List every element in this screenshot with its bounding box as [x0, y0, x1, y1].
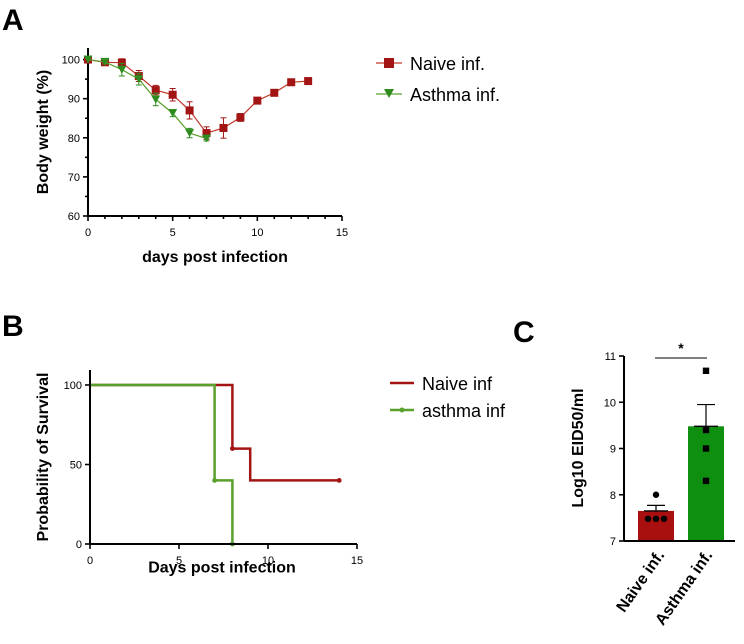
data-point-naive [168, 90, 177, 99]
panel-a-y-tick-label: 70 [68, 172, 80, 184]
panel-a-x-tick-label: 10 [251, 227, 263, 239]
data-point-naive [219, 124, 228, 132]
legend-asthma-inf-censor-marker [399, 407, 405, 413]
bar-point-naive [652, 491, 660, 498]
panel-b-series [90, 383, 342, 547]
panel-c-y-tick-label: 10 [604, 397, 616, 409]
bar-point-naive [644, 515, 652, 522]
data-point-naive [287, 78, 296, 87]
censor-mark [230, 446, 235, 451]
panel-a-y-tick-label: 100 [62, 55, 80, 67]
bar-point-naive [660, 515, 668, 522]
panel-a-x-tick-label: 0 [85, 227, 91, 239]
data-point-asthma [117, 65, 127, 74]
panel-c-ticks: 7 8 9 10 11 [604, 351, 624, 548]
panel-b-y-title: Probability of Survival [35, 373, 52, 542]
panel-a-x-title: days post infection [142, 249, 288, 266]
bar-point-asthma [702, 445, 710, 452]
panel-c-y-tick-label: 11 [605, 351, 616, 363]
censor-mark [336, 478, 342, 483]
panel-c-y-title: Log10 EID50/ml [570, 388, 587, 507]
panel-c-y-tick-label: 9 [610, 444, 616, 456]
survival-curve-asthma [90, 383, 234, 544]
panel-a-legend: Naive inf. Asthma inf. [376, 54, 500, 105]
legend-asthma-triangle-marker [384, 89, 394, 98]
panel-a-x-tick-label: 15 [336, 227, 348, 239]
legend-naive-inf-label: Naive inf [422, 374, 493, 394]
data-point-asthma [151, 95, 161, 104]
data-point-naive [253, 96, 262, 105]
bar-naive [638, 510, 674, 541]
data-point-asthma [83, 55, 93, 64]
bar-category-naive: Naive inf. [614, 548, 669, 616]
bar-point-asthma [702, 367, 710, 374]
panel-a-y-tick-label: 60 [68, 211, 80, 223]
panel-a-y-title: Body weight (%) [35, 70, 52, 194]
significance-marker: * [678, 340, 684, 356]
data-point-asthma [134, 75, 144, 84]
panel-a-x-tick-label: 5 [170, 227, 176, 239]
panel-b-legend: Naive inf asthma inf [390, 374, 506, 421]
panel-a-ticks: 0 5 10 15 60 70 80 90 100 [62, 55, 348, 239]
panel-c-y-tick-label: 8 [610, 490, 616, 502]
censor-mark [212, 478, 218, 483]
panel-a-series [83, 55, 313, 143]
legend-naive-label: Naive inf. [410, 54, 485, 74]
panel-b: B 0 5 10 15 0 50 100 Days post infection Proba… [2, 310, 506, 576]
panel-a-y-tick-label: 80 [68, 133, 80, 145]
panel-b-x-title: Days post infection [148, 559, 296, 576]
data-point-naive [202, 129, 211, 138]
panel-b-x-tick-label: 0 [87, 555, 93, 567]
series-line-asthma [87, 59, 207, 140]
panel-b-y-tick-label: 0 [76, 539, 82, 551]
bar-point-naive [652, 515, 660, 522]
bar-point-asthma [702, 426, 710, 434]
panel-c-bars [638, 367, 724, 541]
legend-naive-square-marker [384, 58, 394, 68]
panel-a-letter: A [2, 4, 24, 37]
bar-point-asthma [702, 477, 710, 485]
panel-c-y-tick-label: 7 [610, 536, 616, 548]
data-point-asthma [100, 57, 110, 66]
data-point-asthma [202, 134, 212, 143]
panel-b-x-tick-label: 15 [351, 555, 363, 567]
panel-b-y-tick-label: 50 [70, 460, 82, 472]
data-point-asthma [185, 129, 195, 138]
panel-c-letter: C [513, 316, 535, 349]
data-point-naive [185, 106, 194, 115]
legend-asthma-inf-label: asthma inf [422, 401, 506, 421]
panel-b-y-tick-label: 100 [64, 380, 82, 392]
data-point-naive [304, 77, 313, 86]
data-point-naive [151, 86, 160, 95]
data-point-naive [117, 58, 126, 67]
data-point-naive [236, 113, 245, 122]
panel-b-x-tick-label: 10 [262, 555, 274, 567]
data-point-naive [270, 88, 279, 97]
data-point-asthma [168, 109, 178, 118]
panel-b-letter: B [2, 310, 24, 343]
legend-asthma-label: Asthma inf. [410, 85, 500, 105]
panel-b-x-tick-label: 5 [176, 555, 182, 567]
panel-a-y-tick-label: 90 [68, 94, 80, 106]
